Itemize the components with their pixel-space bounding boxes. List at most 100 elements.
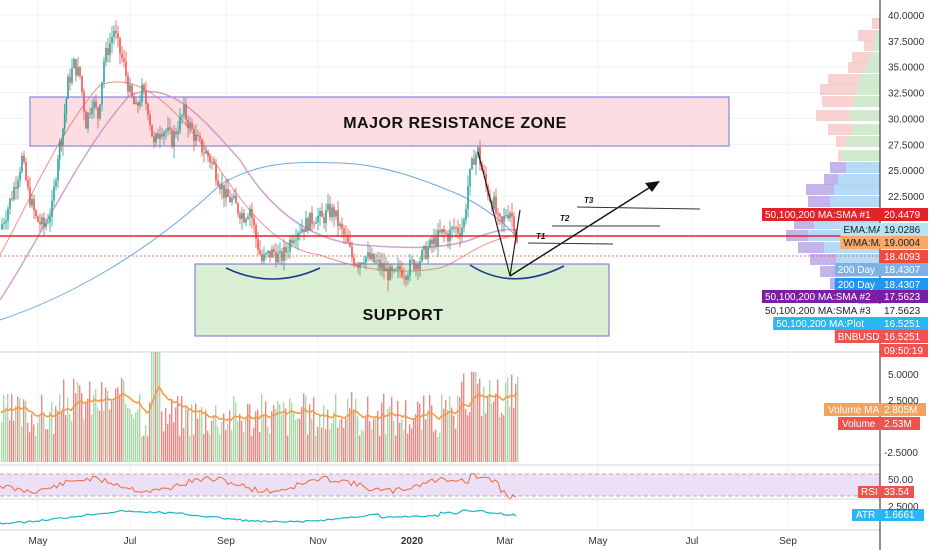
candle-body bbox=[51, 200, 53, 217]
candle-body bbox=[63, 113, 66, 129]
indicator-tag-value-box bbox=[880, 223, 928, 236]
volume-profile-bar bbox=[810, 254, 836, 265]
candle-body bbox=[207, 151, 209, 157]
candle-body bbox=[159, 133, 161, 139]
candle-body bbox=[411, 259, 413, 261]
candle-body bbox=[503, 215, 505, 223]
volume-bar bbox=[191, 404, 193, 462]
candle-body bbox=[485, 174, 487, 186]
volume-bar bbox=[59, 394, 61, 462]
candle-body bbox=[117, 32, 119, 38]
volume-bar bbox=[167, 424, 169, 462]
candle-body bbox=[161, 133, 163, 137]
volume-bar bbox=[75, 393, 77, 462]
candle-body bbox=[375, 260, 377, 263]
volume-bar bbox=[171, 399, 173, 462]
volume-bar bbox=[9, 420, 11, 462]
volume-bar bbox=[425, 419, 427, 462]
volume-profile-bar bbox=[850, 110, 880, 121]
volume-bar bbox=[385, 433, 387, 462]
volume-bar bbox=[457, 395, 459, 462]
volume-bar bbox=[271, 411, 273, 462]
candle-body bbox=[363, 262, 365, 264]
volume-bar bbox=[387, 408, 389, 462]
volume-bar bbox=[45, 429, 47, 462]
volume-bar bbox=[295, 419, 297, 462]
candle-body bbox=[385, 268, 387, 272]
volume-bar bbox=[139, 394, 141, 462]
indicator-tag-value-box bbox=[880, 317, 928, 330]
volume-bar bbox=[207, 430, 209, 462]
volume-bar bbox=[279, 404, 281, 462]
volume-bar bbox=[319, 415, 321, 462]
candle-body bbox=[111, 36, 113, 43]
candle-body bbox=[199, 136, 201, 139]
candle-body bbox=[293, 240, 295, 244]
volume-bar bbox=[429, 394, 431, 462]
candle-body bbox=[433, 237, 435, 245]
volume-bar bbox=[259, 431, 261, 462]
candle-body bbox=[389, 266, 391, 281]
indicator-tag-name: BNBUSDT bbox=[838, 332, 886, 343]
volume-bar bbox=[481, 415, 483, 462]
candle-body bbox=[43, 217, 45, 228]
volume-bar bbox=[511, 374, 513, 462]
volume-profile-bar bbox=[816, 110, 850, 121]
candle-body bbox=[163, 132, 165, 137]
candle-body bbox=[167, 127, 169, 131]
candle-body bbox=[419, 261, 421, 270]
candle-body bbox=[81, 76, 83, 92]
volume-bar bbox=[247, 403, 249, 462]
candle-body bbox=[13, 187, 15, 200]
candle-body bbox=[5, 220, 7, 223]
volume-bar bbox=[397, 400, 399, 462]
candle-body bbox=[173, 131, 175, 147]
candle-body bbox=[35, 210, 37, 217]
volume-bar bbox=[311, 418, 313, 462]
candle-body bbox=[353, 257, 355, 265]
candle-body bbox=[39, 221, 41, 225]
volume-bar bbox=[49, 411, 51, 462]
volume-bar bbox=[463, 373, 465, 462]
candle-body bbox=[463, 219, 465, 228]
volume-profile-bar bbox=[822, 96, 854, 107]
target-t3-line bbox=[576, 206, 701, 210]
candle-body bbox=[229, 196, 231, 203]
atr-tag: ATR 1.6661 bbox=[852, 509, 924, 521]
candle-body bbox=[85, 111, 87, 129]
volume-bar bbox=[477, 383, 479, 462]
candle-body bbox=[497, 213, 499, 215]
volume-bar bbox=[323, 405, 325, 462]
candle-body bbox=[269, 250, 271, 258]
candle-body bbox=[115, 30, 117, 33]
volume-bar bbox=[345, 418, 347, 462]
candle-body bbox=[317, 215, 319, 223]
volume-bar bbox=[313, 397, 315, 462]
volume-bar bbox=[507, 377, 509, 462]
candle-body bbox=[271, 249, 273, 258]
volume-ma-tag-value: 2.805M bbox=[884, 405, 917, 416]
volume-bar bbox=[177, 395, 179, 462]
volume-bar bbox=[355, 398, 357, 462]
volume-bar bbox=[105, 387, 107, 462]
indicator-tag-value-box bbox=[880, 304, 928, 317]
volume-bar bbox=[343, 427, 345, 462]
volume-bar bbox=[135, 412, 137, 462]
candle-body bbox=[295, 239, 297, 241]
candle-body bbox=[367, 252, 369, 257]
candle-body bbox=[311, 212, 313, 224]
candle-body bbox=[397, 266, 399, 270]
volume-bar bbox=[219, 434, 221, 462]
volume-bar bbox=[273, 405, 275, 462]
target-t1-label: T1 bbox=[536, 232, 546, 241]
volume-bar bbox=[471, 372, 473, 462]
indicator-tag-name: 50,100,200 MA:Plot bbox=[776, 319, 864, 330]
candle-body bbox=[213, 162, 215, 165]
volume-bar bbox=[181, 396, 183, 462]
volume-profile-bar bbox=[820, 266, 846, 277]
volume-bar bbox=[513, 407, 515, 462]
candle-body bbox=[471, 158, 473, 169]
volume-bar bbox=[175, 407, 177, 462]
volume-profile-bar bbox=[820, 84, 856, 95]
